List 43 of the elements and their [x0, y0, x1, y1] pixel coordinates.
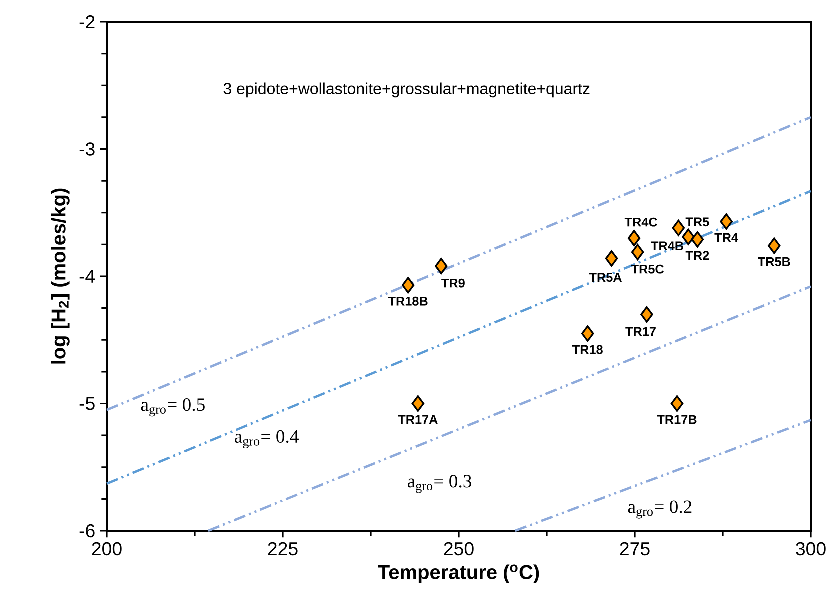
series-label: TR18 — [572, 345, 603, 354]
point — [682, 228, 695, 246]
series-label: TR5C — [631, 264, 664, 274]
y-axis-title: log [H$_{2}$] (moles/kg) — [51, 188, 70, 364]
x-tick-label: 300 — [796, 542, 826, 556]
series-label: TR18B — [388, 296, 428, 306]
series-label: TR17B — [657, 415, 697, 424]
point — [631, 244, 644, 261]
series-label: TR17A — [398, 415, 438, 424]
point — [768, 238, 781, 254]
y-tick-label: -2 — [80, 15, 95, 29]
series-label: a$_{gro}$= 0.3 — [408, 475, 472, 494]
point — [628, 230, 641, 247]
series-label: a$_{gro}$= 0.4 — [235, 430, 299, 449]
point — [720, 214, 733, 230]
point — [670, 396, 684, 412]
y-tick-label: -4 — [80, 270, 96, 283]
series-label: TR4 — [714, 233, 738, 242]
annotation: 3 epidote+wollastonite+grossular+magnetite+quartz — [224, 82, 590, 98]
x-tick-label: 200 — [92, 542, 122, 556]
point — [412, 396, 425, 412]
series-label: a$_{gro}$= 0.2 — [628, 500, 692, 519]
series-label: TR4C — [624, 218, 658, 227]
x-tick-label: 225 — [268, 542, 298, 556]
point — [691, 231, 704, 248]
y-tick-label: -5 — [80, 397, 95, 410]
point — [640, 306, 654, 323]
x-axis-title: Temperature ($^{o}$C) — [378, 564, 540, 584]
series-label: a$_{gro}$= 0.5 — [141, 398, 205, 417]
y-tick-label: -6 — [80, 524, 95, 538]
point — [581, 326, 594, 342]
point — [605, 250, 618, 267]
series-label: TR17 — [626, 327, 656, 336]
y-tick-label: -3 — [80, 142, 95, 156]
point — [402, 277, 415, 294]
series-label: TR2 — [686, 251, 710, 260]
series-label: TR5B — [758, 258, 790, 266]
x-tick-label: 275 — [620, 542, 650, 556]
point — [672, 220, 686, 236]
series-label: TR9 — [442, 278, 465, 288]
series-label: TR5 — [686, 218, 710, 227]
point — [435, 258, 448, 275]
x-tick-label: 250 — [444, 542, 474, 556]
